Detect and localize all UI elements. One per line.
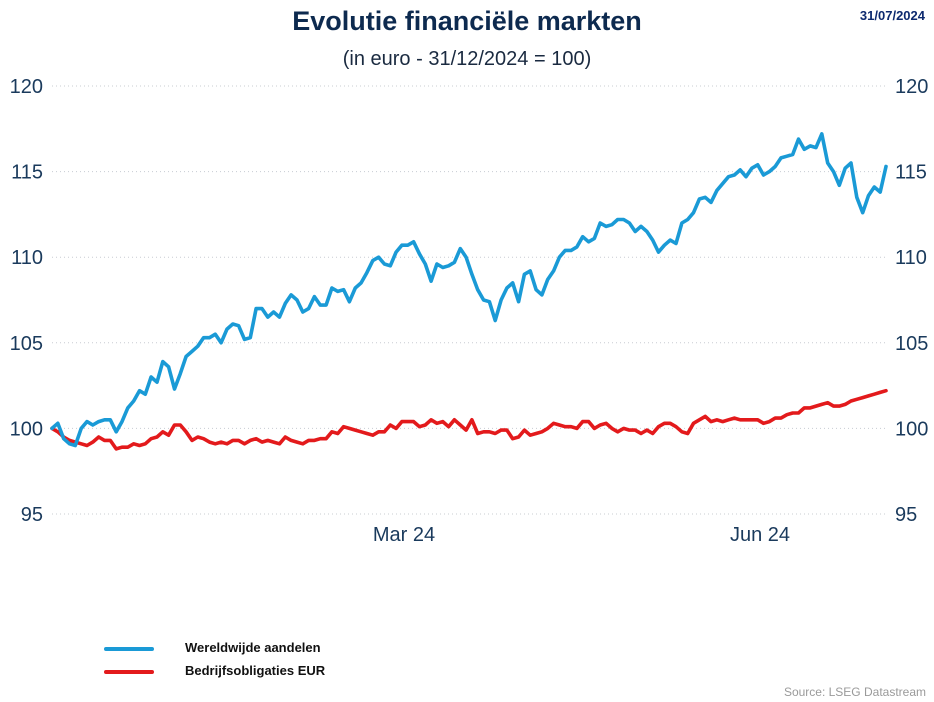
y-tick-label-left: 120 xyxy=(10,76,43,98)
series-line-0 xyxy=(50,132,888,448)
report-date: 31/07/2024 xyxy=(859,8,925,23)
legend-swatch-0 xyxy=(104,647,154,651)
y-tick-label-left: 105 xyxy=(10,333,43,355)
chart-subtitle: (in euro - 31/12/2024 = 100) xyxy=(342,48,592,70)
y-axis-ticks: 95 95 100 100 105 105 110 110 115 115 120 120 xyxy=(10,76,929,526)
source-note: Source: LSEG Datastream xyxy=(783,685,926,699)
chart-title: Evolutie financiële markten xyxy=(292,6,642,36)
x-tick-label: Jun 24 xyxy=(730,524,790,546)
series-lines xyxy=(50,132,888,451)
y-tick-label-right: 95 xyxy=(895,504,917,526)
y-tick-label-right: 100 xyxy=(895,418,928,440)
gridlines xyxy=(52,85,888,515)
legend-label: Wereldwijde aandelen xyxy=(185,640,321,655)
y-tick-label-left: 95 xyxy=(21,504,43,526)
y-tick-label-right: 120 xyxy=(895,76,928,98)
y-tick-label-left: 100 xyxy=(10,418,43,440)
legend-swatch-1 xyxy=(104,670,154,674)
y-tick-label-right: 105 xyxy=(895,333,928,355)
y-tick-label-left: 115 xyxy=(11,162,43,184)
x-tick-label: Mar 24 xyxy=(373,524,435,546)
x-axis-ticks: Mar 24 Jun 24 xyxy=(373,524,790,546)
series-line-1 xyxy=(50,388,888,451)
y-tick-label-right: 110 xyxy=(895,247,927,269)
legend-label: Bedrijfsobligaties EUR xyxy=(185,663,326,678)
y-tick-label-right: 115 xyxy=(895,162,927,184)
line-chart: 95 95 100 100 105 105 110 110 115 115 120 120 Mar 2… xyxy=(10,76,929,546)
y-tick-label-left: 110 xyxy=(11,247,43,269)
